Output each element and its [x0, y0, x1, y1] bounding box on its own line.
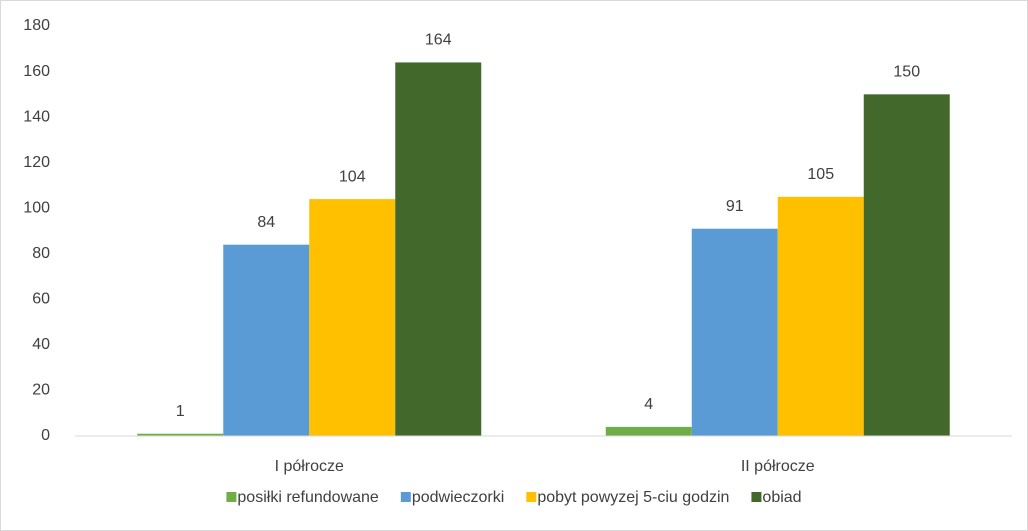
bar [223, 244, 310, 436]
legend-label: pobyt powyzej 5-ciu godzin [537, 489, 729, 506]
y-tick-label: 80 [32, 245, 50, 262]
bar [691, 228, 778, 436]
data-label: 91 [726, 198, 744, 215]
legend-label: obiad [762, 489, 801, 506]
legend-label: posiłki refundowane [237, 489, 379, 506]
bar [605, 426, 692, 436]
data-label: 104 [339, 168, 366, 185]
legend-swatch [400, 492, 411, 502]
y-tick-label: 160 [23, 63, 50, 80]
data-label: 164 [425, 32, 452, 49]
x-tick-label: II półrocze [741, 458, 815, 475]
bar [309, 199, 396, 436]
y-tick-label: 140 [23, 108, 50, 125]
data-label: 84 [257, 214, 275, 231]
bar [137, 433, 224, 436]
bar [777, 196, 864, 436]
x-tick-label: I półrocze [275, 458, 344, 475]
legend-swatch [526, 492, 537, 502]
data-label: 150 [893, 64, 920, 81]
y-tick-label: 180 [23, 17, 50, 34]
y-tick-label: 20 [32, 382, 50, 399]
data-label: 105 [807, 166, 834, 183]
legend-label: podwieczorki [412, 489, 504, 506]
y-tick-label: 60 [32, 291, 50, 308]
legend-swatch [751, 492, 762, 502]
bar [863, 94, 950, 436]
bar [395, 62, 482, 436]
y-tick-label: 100 [23, 199, 50, 216]
y-tick-label: 0 [41, 427, 50, 444]
y-tick-label: 120 [23, 154, 50, 171]
data-label: 4 [644, 396, 653, 413]
data-label: 1 [176, 403, 185, 420]
y-tick-label: 40 [32, 336, 50, 353]
legend-swatch [226, 492, 237, 502]
